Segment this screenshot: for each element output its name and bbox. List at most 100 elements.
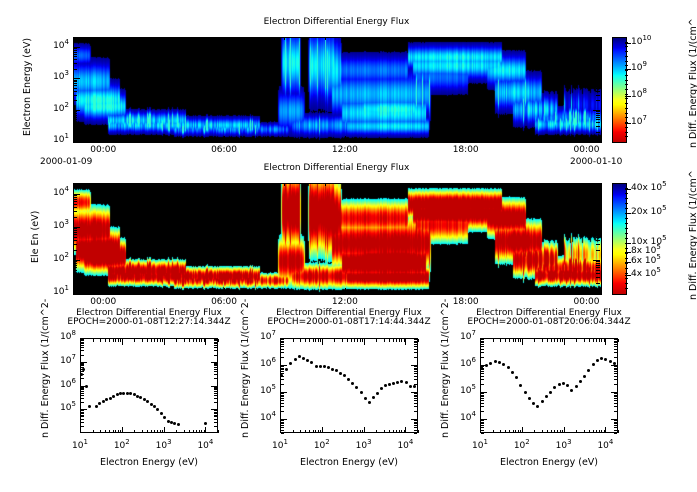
ytick-mark bbox=[211, 361, 217, 363]
data-point bbox=[334, 369, 338, 373]
data-point bbox=[532, 401, 536, 405]
data-point bbox=[280, 374, 284, 378]
ytick-minor bbox=[414, 366, 417, 368]
ytick-minor bbox=[614, 400, 617, 402]
ytick-minor bbox=[214, 389, 217, 391]
ytick-minor bbox=[214, 412, 217, 414]
ytick-minor bbox=[81, 425, 84, 427]
xtick-minor bbox=[312, 339, 314, 342]
data-point bbox=[379, 387, 383, 391]
xtick-minor bbox=[557, 430, 559, 433]
data-point bbox=[293, 357, 297, 361]
spectrum-1-xlabel: Electron Energy (eV) bbox=[99, 457, 199, 468]
ytick-minor bbox=[481, 429, 484, 431]
xtick-minor bbox=[418, 430, 419, 433]
data-point bbox=[384, 383, 388, 387]
xtick-minor bbox=[592, 430, 594, 433]
ytick-minor bbox=[481, 410, 484, 412]
data-point bbox=[129, 392, 133, 396]
data-point bbox=[80, 373, 84, 377]
data-point bbox=[536, 404, 540, 408]
data-point bbox=[122, 391, 126, 395]
xtick-minor bbox=[218, 430, 219, 433]
xtick-minor bbox=[398, 339, 400, 342]
ytick-minor bbox=[81, 341, 84, 343]
ytick-minor bbox=[481, 356, 484, 358]
xtick-minor bbox=[512, 339, 514, 342]
ytick-minor bbox=[281, 369, 284, 371]
data-point bbox=[163, 416, 167, 420]
ytick-mark bbox=[81, 409, 87, 411]
ytick-minor bbox=[414, 348, 417, 350]
top-spectrogram-plot[interactable] bbox=[73, 37, 602, 143]
xtick-minor bbox=[159, 430, 161, 433]
ytick-minor bbox=[281, 383, 284, 385]
xtick-minor bbox=[151, 339, 153, 342]
spectrum-2-xtick-2: 102 bbox=[313, 438, 330, 452]
ytick-minor bbox=[81, 343, 84, 345]
ytick-mark bbox=[481, 338, 487, 339]
top-spectrogram-date-left: 2000-01-09 bbox=[40, 157, 93, 167]
spectrum-3-xlabel: Electron Energy (eV) bbox=[499, 457, 599, 468]
ytick-minor bbox=[81, 365, 84, 367]
spectrum-1-plot[interactable] bbox=[80, 338, 218, 433]
xtick-minor bbox=[146, 430, 148, 433]
ytick-minor bbox=[281, 433, 284, 434]
data-point bbox=[132, 393, 136, 397]
xtick-minor bbox=[134, 430, 136, 433]
spectrum-2-ytick-5: 105 bbox=[260, 382, 276, 396]
ytick-minor bbox=[481, 394, 484, 396]
spectrum-2-plot[interactable] bbox=[280, 338, 418, 433]
spectrum-3-xtick-1: 101 bbox=[472, 438, 488, 452]
ytick-mark bbox=[81, 361, 87, 363]
top-spectrogram-date-right: 2000-01-10 bbox=[570, 157, 623, 167]
ytick-minor bbox=[81, 378, 84, 380]
ytick-minor bbox=[614, 427, 617, 429]
spectrum-1-xtick-2: 102 bbox=[113, 438, 130, 452]
xtick-mark bbox=[321, 339, 323, 345]
ytick-minor bbox=[414, 375, 417, 377]
spectrum-2-ytick-7: 107 bbox=[260, 329, 276, 343]
xtick-minor bbox=[383, 430, 385, 433]
data-point bbox=[367, 401, 371, 405]
data-point bbox=[497, 360, 501, 364]
ytick-minor bbox=[214, 418, 217, 420]
data-point bbox=[306, 358, 310, 362]
ytick-mark bbox=[411, 338, 417, 339]
ytick-mark bbox=[481, 364, 487, 366]
ytick-minor bbox=[614, 410, 617, 412]
ytick-minor bbox=[281, 367, 284, 369]
xtick-minor bbox=[499, 339, 501, 342]
xtick-minor bbox=[105, 339, 107, 342]
ytick-minor bbox=[214, 364, 217, 366]
data-point bbox=[587, 369, 591, 373]
data-point bbox=[540, 399, 544, 403]
xtick-minor bbox=[534, 339, 536, 342]
xtick-minor bbox=[309, 430, 311, 433]
ytick-minor bbox=[481, 427, 484, 429]
data-point bbox=[484, 363, 488, 367]
xtick-minor bbox=[109, 339, 111, 342]
xtick-minor bbox=[112, 430, 114, 433]
data-point bbox=[101, 399, 105, 403]
mid-colorbar[interactable] bbox=[612, 183, 627, 295]
data-point bbox=[176, 423, 180, 427]
ytick-minor bbox=[214, 394, 217, 396]
ytick-minor bbox=[214, 354, 217, 356]
ytick-minor bbox=[614, 339, 617, 341]
xtick-minor bbox=[201, 430, 203, 433]
xtick-minor bbox=[403, 339, 405, 342]
xtick-minor bbox=[134, 339, 136, 342]
spectrum-3-plot[interactable] bbox=[480, 338, 618, 433]
spectrum-1-epoch: EPOCH=2000-01-08T12:27:14.344Z bbox=[67, 317, 231, 327]
data-point bbox=[149, 402, 153, 406]
top-colorbar[interactable] bbox=[612, 37, 627, 143]
xtick-minor bbox=[317, 339, 319, 342]
spectrum-3-ytick-6: 106 bbox=[460, 355, 476, 369]
mid-spectrogram-plot[interactable] bbox=[73, 183, 602, 295]
xtick-mark bbox=[405, 339, 407, 345]
xtick-mark bbox=[80, 339, 81, 345]
ytick-minor bbox=[414, 402, 417, 404]
